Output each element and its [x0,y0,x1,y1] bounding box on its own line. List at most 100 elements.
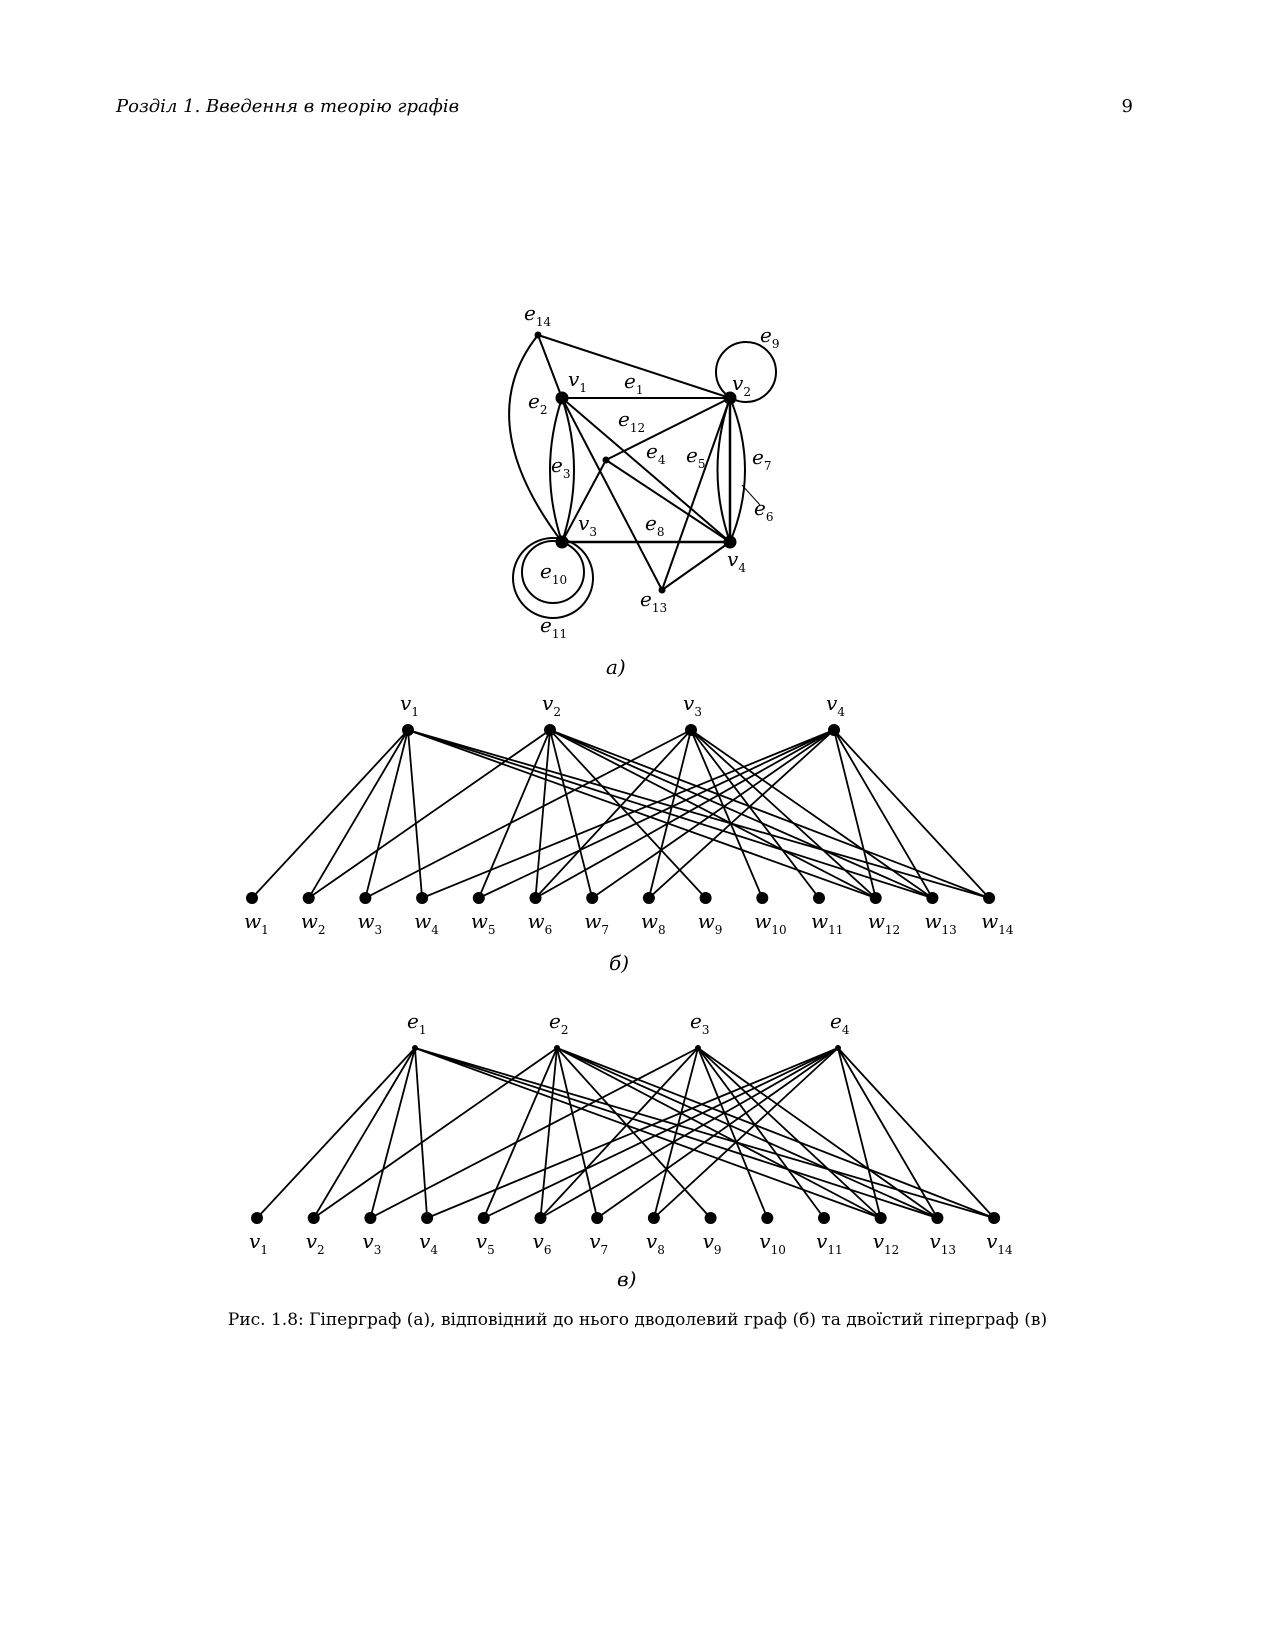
graph_b-link [833,729,877,899]
c-bottom-node [874,1212,887,1224]
b-top-node [685,724,697,736]
graph_b-link [421,729,835,899]
b-bottom-label: w2 [301,909,326,937]
label-v2: v2 [732,371,751,399]
graph_c-link [414,1047,995,1219]
graph_b-link [690,729,933,899]
graph_b-link [690,729,764,899]
b-bottom-node [756,892,769,904]
graph_c-link [483,1047,839,1219]
graph_c-link [837,1047,882,1219]
b-bottom-node [869,892,882,904]
graph_b-link [833,729,934,899]
running-header-title: Розділ 1. Введення в теорію графів [116,96,460,117]
b-bottom-node [813,892,825,904]
graph_b-link [308,729,551,899]
label-e10: e10 [540,559,567,587]
graph_c-link [256,1047,416,1219]
c-bottom-node [534,1212,547,1224]
c-bottom-node [364,1212,377,1224]
graph_c-link [539,1047,558,1219]
graph_c-link [697,1047,882,1219]
graph_b-link [307,729,409,899]
graph_c-link [697,1047,825,1219]
graph_c-link [596,1047,839,1219]
panel-label-b: б) [609,951,629,975]
graph_b-link [407,729,990,899]
figure-caption: Рис. 1.8: Гіперграф (а), відповідний до … [227,1310,1048,1330]
c-bottom-node [818,1212,830,1224]
b-bottom-node [926,892,939,904]
c-bottom-label: v14 [986,1229,1013,1257]
b-bottom-label: w12 [868,909,900,937]
graph_c-link [697,1047,938,1219]
b-bottom-label: w11 [811,909,843,937]
b-bottom-node [642,892,655,904]
graph_b-link [690,729,877,899]
b-bottom-label: w1 [244,909,269,937]
c-bottom-label: v2 [306,1229,325,1257]
b-top-label: v4 [826,691,845,719]
graph_b-link [648,729,692,899]
graph_b-link [648,729,835,899]
graph_c-link [653,1047,699,1219]
c-bottom-label: v7 [589,1229,608,1257]
bipartite-graph-b: v1 v2 v3 v4 w1 w2 w3 w4 w5 w6 w7 w8 w9 w10 w11 w12 w13 w1… [244,691,1014,937]
b-top-node [544,724,556,736]
c-bottom-node [761,1212,774,1224]
c-bottom-node [591,1212,604,1224]
graph_c-link [540,1047,839,1219]
b-top-label: v3 [683,691,702,719]
graph_b-link [534,729,551,899]
b-bottom-node [586,892,599,904]
dual-hypergraph-c: e1 e2 e3 e4 v1 v2 v3 v4 v5 v6 v7 v8 v9 v10 v11 v12 v13 v1… [249,1009,1013,1257]
c-bottom-node [307,1212,320,1224]
graph_c-link [313,1047,558,1219]
c-bottom-node [477,1212,490,1224]
graph_b-link [535,729,835,899]
graph_b-link [549,729,990,899]
label-e6: e6 [754,496,773,524]
graph_c-link [837,1047,939,1219]
c-bottom-node [647,1212,660,1224]
c-bottom-node [704,1212,717,1224]
label-e11: e11 [540,613,567,641]
b-bottom-node [246,892,258,904]
b-bottom-node [416,892,429,904]
c-bottom-node [421,1212,434,1224]
label-v3: v3 [578,511,597,539]
graph_c-link [653,1047,839,1219]
b-bottom-label: w8 [641,909,666,937]
label-e13: e13 [640,587,667,615]
graph_c-link [369,1047,699,1219]
c-bottom-label: v6 [533,1229,552,1257]
b-bottom-label: w5 [471,909,496,937]
c-bottom-node [931,1212,944,1224]
label-e4: e4 [646,439,666,467]
c-bottom-label: v11 [816,1229,843,1257]
c-top-label: e3 [690,1009,709,1037]
graph_b-link [833,729,990,899]
c-bottom-node [251,1212,263,1224]
c-bottom-label: v1 [249,1229,268,1257]
b-bottom-node [472,892,485,904]
label-v4: v4 [727,547,746,575]
c-bottom-label: v10 [759,1229,786,1257]
graph_c-link [539,1047,699,1219]
b-bottom-label: w14 [981,909,1014,937]
graph_b-link [591,729,835,899]
graph_b-link [364,729,692,899]
b-bottom-label: w4 [414,909,439,937]
c-top-label: e4 [830,1009,850,1037]
graph_c-link [697,1047,769,1219]
c-bottom-label: v12 [873,1229,900,1257]
c-top-label: e2 [549,1009,568,1037]
graph_b-link [251,729,409,899]
graph_b-link [364,729,409,899]
c-top-node [554,1045,560,1051]
label-e1: e1 [624,369,643,397]
hypergraph-a [508,331,777,619]
graph_c-link [312,1047,416,1219]
c-top-node [412,1045,418,1051]
